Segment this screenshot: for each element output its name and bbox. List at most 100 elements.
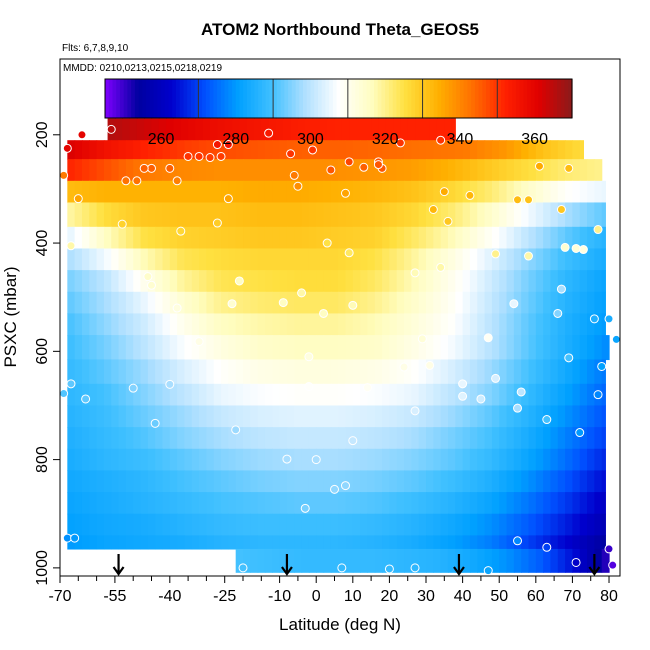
heatmap-cell <box>177 248 186 271</box>
heatmap-cell <box>506 548 515 573</box>
heatmap-cell <box>374 359 383 385</box>
heatmap-cell <box>81 202 90 228</box>
heatmap-cell <box>243 513 251 536</box>
heatmap-cell <box>308 248 317 271</box>
plot-frame <box>59 58 621 577</box>
heatmap-cell <box>169 248 178 271</box>
heatmap-cell <box>543 427 552 450</box>
heatmap-cell <box>264 548 273 573</box>
heatmap-cell <box>411 427 420 450</box>
observation-point <box>70 533 80 543</box>
heatmap-cell <box>243 313 251 336</box>
heatmap-cell <box>74 202 83 228</box>
heatmap-cell <box>491 548 500 573</box>
colorbar-segment <box>105 79 110 118</box>
heatmap-cell <box>155 140 164 160</box>
x-tick-label: 80 <box>600 588 618 605</box>
heatmap-cell <box>316 513 325 536</box>
heatmap-cell <box>235 335 244 361</box>
heatmap-cell <box>587 270 595 293</box>
heatmap-cell <box>447 548 456 573</box>
heatmap-cell <box>133 159 142 182</box>
observation-point <box>340 188 350 198</box>
heatmap-cell <box>579 548 588 573</box>
heatmap-cell <box>440 335 449 361</box>
heatmap-cell <box>374 335 383 361</box>
observation-point <box>373 160 383 170</box>
heatmap-cell <box>275 118 284 141</box>
colorbar-segment <box>340 79 345 118</box>
heatmap-cell <box>118 226 127 250</box>
heatmap-cell <box>81 335 90 361</box>
heatmap-cell <box>418 535 427 550</box>
heatmap-cell <box>206 202 215 228</box>
colorbar-segment <box>471 79 476 118</box>
heatmap-cell <box>477 427 486 450</box>
heatmap-cell <box>374 180 383 204</box>
heatmap-cell <box>557 427 566 450</box>
heatmap-cell <box>118 513 127 536</box>
heatmap-cell <box>440 470 449 493</box>
colorbar-segment <box>415 79 420 118</box>
heatmap-cell <box>535 535 544 550</box>
x-tick-label: 70 <box>564 588 582 605</box>
colorbar-segment <box>202 79 207 118</box>
heatmap-cell <box>111 335 120 361</box>
observation-point <box>147 280 156 290</box>
heatmap-cell <box>543 313 552 336</box>
heatmap-cell <box>74 291 83 315</box>
heatmap-cell <box>499 405 508 428</box>
heatmap-cell <box>213 335 222 361</box>
colorbar-segment <box>209 79 214 118</box>
heatmap-cell <box>177 335 186 361</box>
colorbar-tick-label: 260 <box>148 131 175 148</box>
heatmap-cell <box>579 291 588 315</box>
colorbar-segment <box>418 79 424 118</box>
heatmap-cell <box>550 140 559 160</box>
heatmap-cell <box>447 492 456 515</box>
heatmap-cell <box>360 359 369 385</box>
colorbar-segment <box>153 79 158 118</box>
observation-point <box>458 379 468 389</box>
heatmap-cell <box>257 548 266 573</box>
colorbar-segment <box>205 79 211 118</box>
colorbar-segment <box>486 79 491 118</box>
heatmap-cell <box>491 513 500 536</box>
heatmap-cell <box>513 405 522 428</box>
heatmap-cell <box>513 248 522 271</box>
heatmap-cell <box>294 405 303 428</box>
heatmap-cell <box>316 202 325 228</box>
heatmap-cell <box>81 270 90 293</box>
colorbar-segment <box>545 79 551 118</box>
heatmap-cell <box>206 335 215 361</box>
observation-point <box>66 379 76 389</box>
heatmap-cell <box>184 470 193 493</box>
colorbar-segment <box>478 79 483 118</box>
heatmap-cell <box>330 427 339 450</box>
heatmap-cell <box>477 140 486 160</box>
heatmap-cell <box>389 180 398 204</box>
heatmap-cell <box>513 202 522 228</box>
colorbar-segment <box>224 79 229 118</box>
heatmap-cell <box>506 405 515 428</box>
heatmap-cell <box>543 359 552 385</box>
heatmap-cell <box>250 159 259 182</box>
heatmap-cell <box>316 427 325 450</box>
heatmap-cell <box>557 359 566 385</box>
heatmap-cell <box>243 548 251 573</box>
heatmap-cell <box>513 313 522 336</box>
heatmap-cell <box>268 118 277 141</box>
heatmap-cell <box>557 140 566 160</box>
heatmap-cell <box>177 535 186 550</box>
heatmap-cell <box>367 470 376 493</box>
heatmap-cell <box>535 313 544 336</box>
heatmap-cell <box>400 118 409 141</box>
heatmap-cell <box>385 118 394 141</box>
colorbar-segment <box>254 79 259 118</box>
heatmap-cell <box>572 248 581 271</box>
heatmap-cell <box>528 248 537 271</box>
heatmap-cell <box>550 202 559 228</box>
heatmap-cell <box>389 270 398 293</box>
heatmap-cell <box>535 291 544 315</box>
